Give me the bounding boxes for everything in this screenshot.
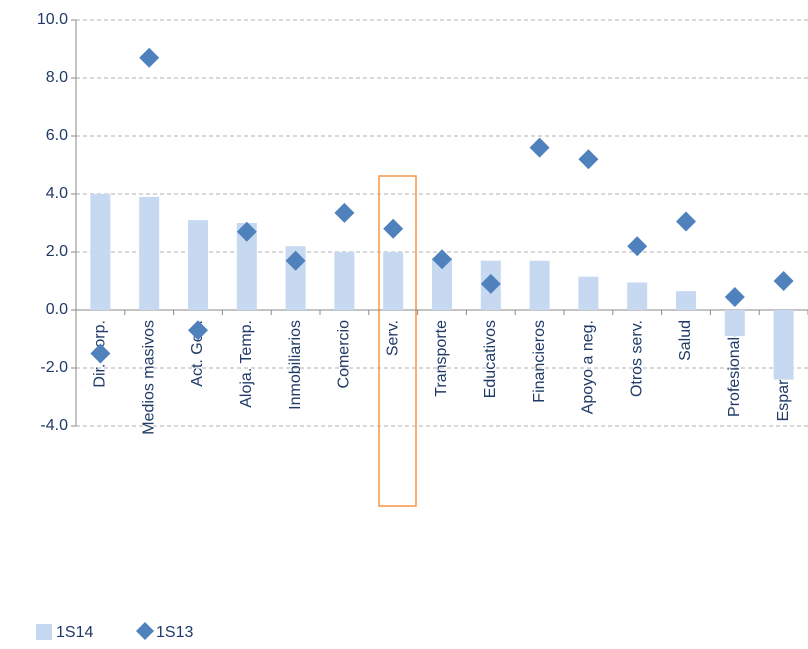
y-tick-label: 8.0 xyxy=(46,69,68,86)
x-tick-label: Act. Gob. xyxy=(189,320,206,387)
diamond-marker xyxy=(334,202,355,223)
x-tick-label: Medios masivos xyxy=(140,320,157,435)
bar xyxy=(188,220,208,310)
bar xyxy=(627,282,648,310)
x-tick-label: Serv. xyxy=(384,320,401,356)
y-tick-label: 4.0 xyxy=(46,185,68,202)
diamond-marker xyxy=(529,137,550,158)
bar xyxy=(334,252,355,310)
x-tick-label: Comercio xyxy=(336,320,353,389)
diamond-marker xyxy=(188,320,208,341)
diamond-marker xyxy=(285,250,306,271)
diamond-marker xyxy=(676,211,696,232)
bar xyxy=(236,223,257,310)
bar xyxy=(432,257,452,310)
x-tick-label: Apoyo a neg. xyxy=(580,320,597,414)
diamond-marker xyxy=(724,286,745,307)
y-tick-label: -2.0 xyxy=(40,359,68,376)
highlight-box xyxy=(378,175,417,507)
bar xyxy=(383,252,404,310)
x-tick-label: Educativos xyxy=(482,320,499,398)
legend-label: 1S14 xyxy=(56,624,93,641)
legend-swatch xyxy=(36,624,52,640)
bar xyxy=(773,310,794,380)
y-tick-label: 2.0 xyxy=(46,243,68,260)
x-tick-label: Transporte xyxy=(433,320,450,397)
bar xyxy=(724,310,745,337)
diamond-marker xyxy=(773,271,794,291)
y-tick-label: 0.0 xyxy=(46,301,68,318)
bar xyxy=(676,291,696,310)
y-tick-label: 10.0 xyxy=(37,11,68,28)
bar xyxy=(90,194,111,310)
diamond-marker xyxy=(578,149,599,170)
x-tick-label: Financieros xyxy=(531,320,548,403)
bar xyxy=(139,196,160,310)
diamond-marker xyxy=(383,218,404,239)
x-tick-label: Aloja. Temp. xyxy=(238,320,255,408)
diamond-marker xyxy=(480,273,501,294)
diamond-marker xyxy=(90,343,111,364)
diamond-marker xyxy=(627,236,648,257)
y-tick-label: -4.0 xyxy=(40,417,68,434)
bar xyxy=(529,260,550,310)
x-tick-label: Otros serv. xyxy=(628,320,645,397)
bar xyxy=(578,276,599,310)
diamond-marker xyxy=(432,249,452,270)
diamond-marker xyxy=(139,47,160,68)
legend-swatch xyxy=(136,622,154,640)
diamond-marker xyxy=(236,221,257,242)
x-tick-label: Inmobiliarios xyxy=(287,320,304,410)
y-tick-label: 6.0 xyxy=(46,127,68,144)
x-tick-label: Salud xyxy=(677,320,694,361)
x-tick-label: Profesionales xyxy=(726,320,743,417)
legend-label: 1S13 xyxy=(156,624,193,641)
